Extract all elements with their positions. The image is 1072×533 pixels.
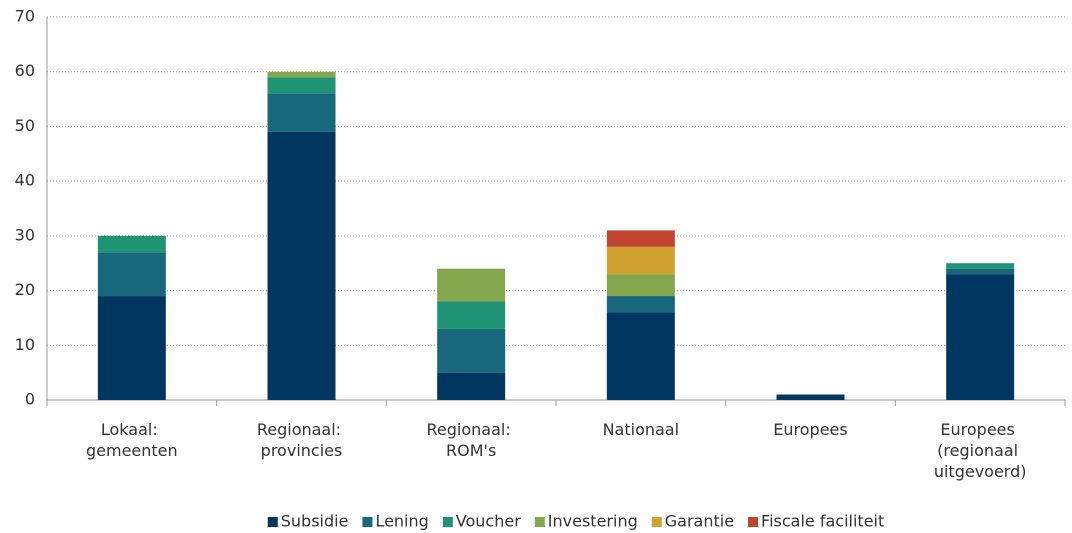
y-tick-label: 0: [25, 390, 35, 409]
x-tick-label: Regionaal: provincies: [257, 420, 346, 460]
y-tick-label: 20: [15, 280, 35, 299]
bar-segment: [267, 93, 336, 132]
legend-label: Investering: [548, 512, 638, 531]
bar-segment: [946, 268, 1015, 275]
bar-segment: [606, 230, 675, 247]
y-tick-label: 60: [15, 61, 35, 80]
bar-segment: [437, 328, 506, 373]
x-tick-label: Regionaal: ROM's: [427, 420, 516, 460]
legend-swatch: [442, 517, 453, 527]
bar-segment: [606, 246, 675, 275]
legend-swatch: [534, 517, 545, 527]
bar-segment: [267, 77, 336, 94]
y-tick-label: 30: [15, 225, 35, 244]
bar-segment: [437, 268, 506, 302]
x-tick-label: Lokaal: gemeenten: [86, 420, 178, 460]
legend-label: Voucher: [456, 512, 521, 531]
bar-segment: [606, 296, 675, 313]
bar-segment: [606, 274, 675, 297]
y-tick-label: 10: [15, 335, 35, 354]
legend-swatch: [267, 517, 278, 527]
bar-segment: [437, 301, 506, 329]
legend-label: Garantie: [665, 512, 734, 531]
bar-segment: [946, 274, 1015, 400]
x-tick-label: Nationaal: [603, 420, 679, 439]
legend-label: Subsidie: [281, 512, 349, 531]
y-tick-label: 50: [15, 116, 35, 135]
bar-segment: [267, 71, 336, 78]
bar-segment: [267, 131, 336, 400]
bar-segment: [776, 394, 845, 400]
legend-swatch: [651, 517, 662, 527]
bar-segment: [97, 252, 166, 297]
bar-segment: [606, 312, 675, 400]
legend-label: Lening: [375, 512, 428, 531]
bar-segment: [97, 296, 166, 400]
legend-swatch: [748, 517, 759, 527]
bar-segment: [97, 235, 166, 253]
bar-segment: [946, 263, 1015, 269]
legend-label: Fiscale faciliteit: [761, 512, 884, 531]
legend-swatch: [362, 517, 373, 527]
y-tick-label: 40: [15, 171, 35, 190]
x-tick-label: Europees: [773, 420, 847, 439]
y-tick-label: 70: [15, 7, 35, 26]
x-tick-label: Europees (regionaal uitgevoerd): [934, 420, 1027, 481]
legend: Subsidie Lening Voucher Investering Garantie…: [267, 512, 884, 531]
bar-segment: [437, 372, 506, 400]
